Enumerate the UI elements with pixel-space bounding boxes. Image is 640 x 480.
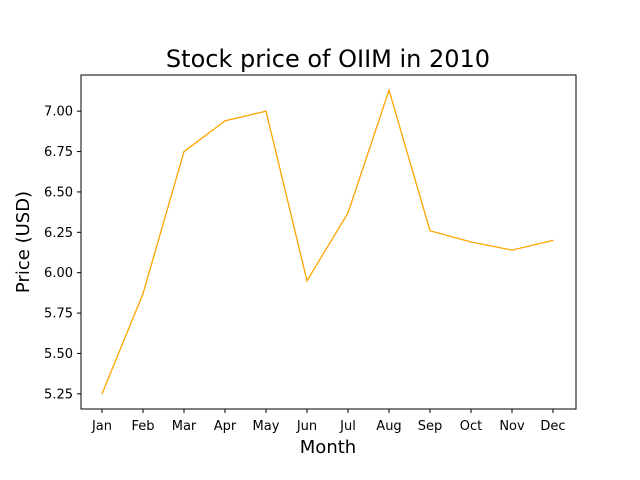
data-point	[470, 241, 472, 243]
data-point	[511, 249, 513, 251]
data-point	[183, 150, 185, 153]
y-axis: 5.25 5.50 5.75 6.00 6.25 6.50 6.75 7.00	[44, 105, 81, 402]
data-point	[306, 280, 308, 282]
y-tick-label: 5.25	[44, 387, 73, 402]
x-tick-label: Apr	[214, 419, 237, 434]
series-line	[101, 88, 554, 395]
y-tick-label: 5.50	[44, 347, 73, 362]
x-tick-label: Mar	[172, 419, 197, 434]
x-tick-label: Nov	[499, 419, 525, 434]
chart-title: Stock price of OIIM in 2010	[166, 45, 490, 73]
data-point	[142, 293, 144, 295]
x-tick-label: Oct	[460, 419, 482, 434]
y-tick-label: 6.00	[44, 266, 73, 281]
data-point	[101, 393, 103, 395]
x-tick-label: Jan	[91, 419, 112, 434]
data-point	[552, 239, 554, 241]
x-tick-label: Sep	[418, 419, 443, 434]
data-point	[224, 120, 226, 122]
y-axis-label: Price (USD)	[13, 191, 34, 293]
x-tick-label: May	[253, 419, 280, 434]
data-point	[388, 89, 390, 91]
plot-frame	[80, 74, 577, 410]
x-axis-label: Month	[300, 437, 356, 458]
y-tick-label: 5.75	[44, 307, 73, 322]
x-tick-label: Aug	[376, 419, 401, 434]
x-tick-label: Dec	[540, 419, 565, 434]
data-point	[347, 212, 349, 214]
y-tick-label: 7.00	[44, 105, 73, 120]
x-axis: Jan Feb Mar Apr May Jun Jul Aug Sep Oct Nov Dec	[91, 409, 566, 434]
data-point	[265, 110, 267, 112]
series-group	[101, 88, 554, 395]
y-tick-label: 6.25	[44, 226, 73, 241]
y-tick-label: 6.75	[44, 145, 73, 160]
y-tick-label: 6.50	[44, 185, 73, 200]
x-tick-label: Jun	[296, 419, 317, 434]
x-tick-label: Jul	[339, 419, 356, 434]
data-point	[429, 230, 431, 232]
x-tick-label: Feb	[131, 419, 154, 434]
